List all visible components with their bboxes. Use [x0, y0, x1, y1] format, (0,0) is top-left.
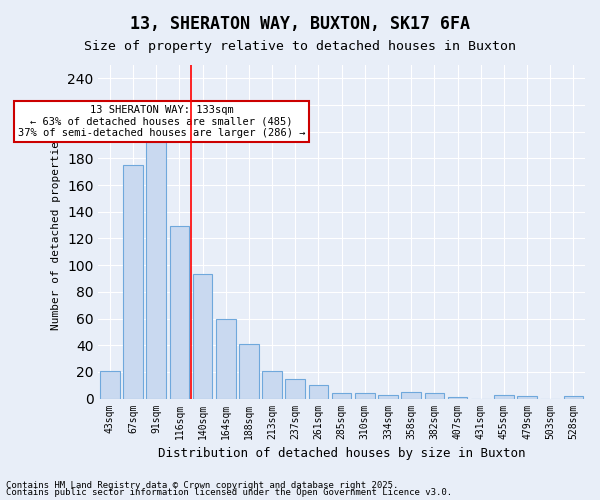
Bar	[401, 392, 421, 398]
Bar	[563, 396, 583, 398]
Text: 13 SHERATON WAY: 133sqm
← 63% of detached houses are smaller (485)
37% of semi-d: 13 SHERATON WAY: 133sqm ← 63% of detache…	[18, 105, 305, 138]
Bar	[425, 393, 444, 398]
Bar	[146, 142, 166, 398]
Bar	[262, 370, 282, 398]
Bar	[517, 396, 537, 398]
Bar	[239, 344, 259, 399]
Bar	[448, 397, 467, 398]
X-axis label: Distribution of detached houses by size in Buxton: Distribution of detached houses by size …	[158, 447, 526, 460]
Bar	[355, 393, 374, 398]
Text: Contains HM Land Registry data © Crown copyright and database right 2025.: Contains HM Land Registry data © Crown c…	[6, 480, 398, 490]
Bar	[216, 318, 236, 398]
Bar	[494, 394, 514, 398]
Bar	[308, 385, 328, 398]
Bar	[123, 165, 143, 398]
Bar	[378, 394, 398, 398]
Text: 13, SHERATON WAY, BUXTON, SK17 6FA: 13, SHERATON WAY, BUXTON, SK17 6FA	[130, 15, 470, 33]
Bar	[286, 378, 305, 398]
Text: Contains public sector information licensed under the Open Government Licence v3: Contains public sector information licen…	[6, 488, 452, 497]
Text: Size of property relative to detached houses in Buxton: Size of property relative to detached ho…	[84, 40, 516, 53]
Y-axis label: Number of detached properties: Number of detached properties	[52, 134, 61, 330]
Bar	[170, 226, 189, 398]
Bar	[332, 393, 352, 398]
Bar	[100, 370, 120, 398]
Bar	[193, 274, 212, 398]
